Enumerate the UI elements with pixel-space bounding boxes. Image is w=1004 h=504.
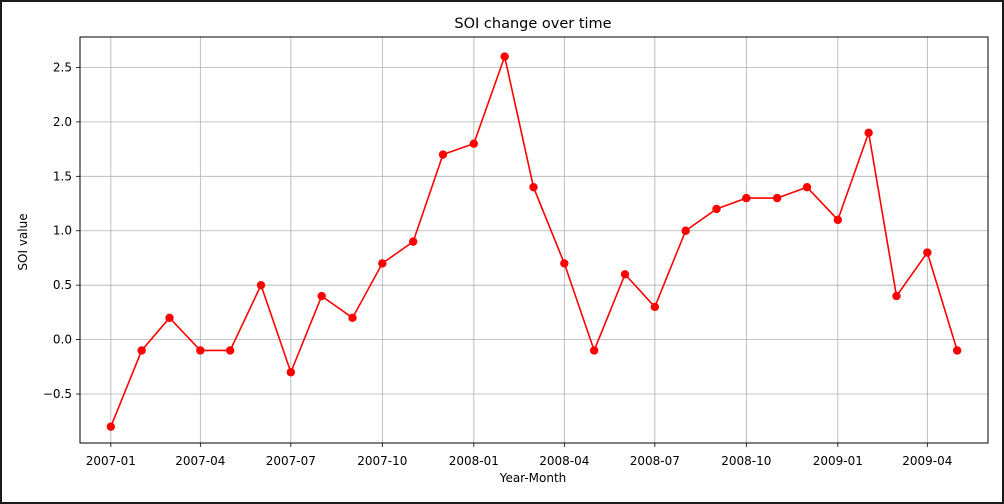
data-point xyxy=(560,259,569,268)
y-tick-label: 1.0 xyxy=(53,224,72,238)
data-point xyxy=(165,313,174,323)
x-axis-label: Year-Month xyxy=(499,471,567,485)
y-tick-label: −0.5 xyxy=(43,387,72,401)
x-tick-label: 2009-04 xyxy=(902,454,952,468)
data-point xyxy=(106,422,116,431)
y-axis-label: SOI value xyxy=(16,213,30,270)
grid xyxy=(80,37,988,443)
series-line xyxy=(110,53,958,427)
data-point xyxy=(529,183,538,192)
tick-labels: 2007-01 2007-04 2007-07 2007-10 2008-01 2008-… xyxy=(43,60,953,468)
data-point xyxy=(952,346,962,355)
data-point xyxy=(923,248,932,257)
data-point xyxy=(681,226,690,235)
x-tick-label: 2007-07 xyxy=(266,454,316,468)
data-point xyxy=(196,346,205,355)
data-point xyxy=(286,368,296,377)
data-point xyxy=(864,128,873,137)
data-point xyxy=(317,291,326,301)
data-point xyxy=(378,259,387,268)
axes xyxy=(76,36,989,447)
data-point xyxy=(256,280,266,290)
data-point xyxy=(712,204,721,214)
y-tick-label: 0.5 xyxy=(53,278,72,292)
data-point xyxy=(589,346,599,355)
x-tick-label: 2008-10 xyxy=(721,454,771,468)
y-tick-label: 0.0 xyxy=(53,333,72,347)
data-point xyxy=(772,193,782,203)
data-point xyxy=(438,150,448,159)
data-point xyxy=(348,313,357,323)
data-point xyxy=(225,346,235,355)
x-tick-label: 2008-01 xyxy=(449,454,499,468)
data-point xyxy=(469,139,479,148)
data-point xyxy=(833,215,843,225)
series-layer xyxy=(106,52,962,431)
y-tick-label: 2.5 xyxy=(53,60,72,74)
chart-title: SOI change over time xyxy=(454,16,611,32)
data-point xyxy=(137,346,146,355)
x-tick-label: 2007-10 xyxy=(357,454,407,468)
data-point xyxy=(408,237,418,246)
data-point xyxy=(620,270,630,279)
y-tick-label: 2.0 xyxy=(53,115,72,129)
x-tick-label: 2007-04 xyxy=(175,454,225,468)
data-point xyxy=(892,291,901,301)
y-tick-label: 1.5 xyxy=(53,169,72,183)
x-tick-label: 2009-01 xyxy=(813,454,863,468)
data-point xyxy=(500,52,509,61)
plot-frame xyxy=(79,36,989,444)
data-point xyxy=(802,183,812,192)
data-point xyxy=(742,193,751,203)
x-tick-label: 2008-04 xyxy=(539,454,589,468)
data-point xyxy=(650,302,660,312)
x-tick-label: 2008-07 xyxy=(630,454,680,468)
x-tick-label: 2007-01 xyxy=(86,454,136,468)
